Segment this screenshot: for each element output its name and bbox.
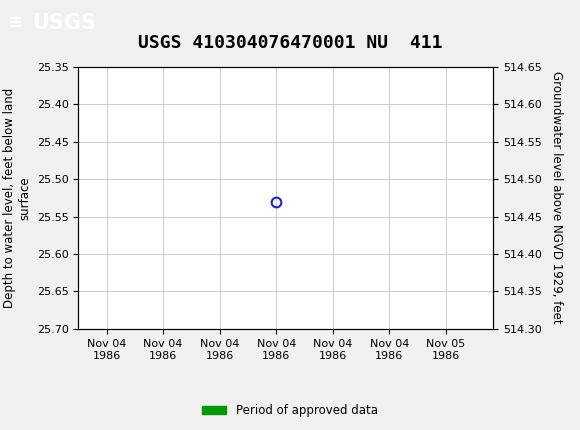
Y-axis label: Depth to water level, feet below land
surface: Depth to water level, feet below land su… — [3, 88, 31, 308]
Text: USGS: USGS — [32, 12, 96, 33]
Text: USGS 410304076470001 NU  411: USGS 410304076470001 NU 411 — [138, 34, 442, 52]
Y-axis label: Groundwater level above NGVD 1929, feet: Groundwater level above NGVD 1929, feet — [550, 71, 563, 324]
Legend: Period of approved data: Period of approved data — [198, 399, 382, 422]
Text: ≡: ≡ — [8, 14, 23, 31]
